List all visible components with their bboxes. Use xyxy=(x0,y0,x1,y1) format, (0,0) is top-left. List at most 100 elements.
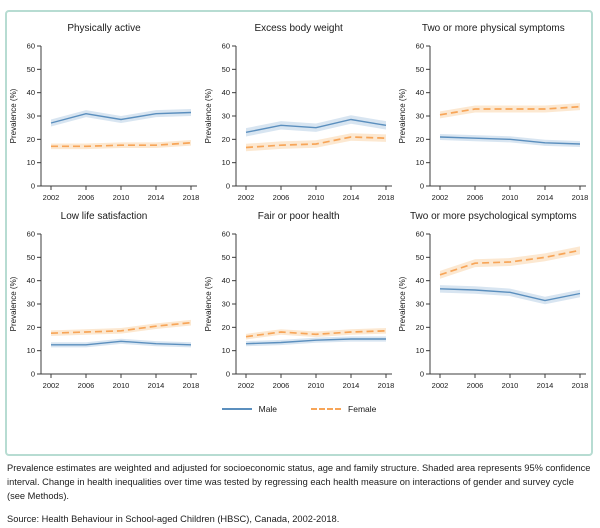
svg-text:50: 50 xyxy=(221,253,229,262)
svg-text:Prevalence (%): Prevalence (%) xyxy=(9,276,18,331)
svg-text:30: 30 xyxy=(221,300,229,309)
svg-text:20: 20 xyxy=(221,323,229,332)
svg-text:30: 30 xyxy=(416,112,424,121)
line-chart-psychological-symptoms: 0 10 20 30 40 50 60 2002 2006 2010 2014 2018 Prevale… xyxy=(398,230,588,391)
svg-text:2018: 2018 xyxy=(572,381,588,390)
svg-text:Prevalence (%): Prevalence (%) xyxy=(9,88,18,143)
svg-text:2006: 2006 xyxy=(272,193,289,202)
svg-text:10: 10 xyxy=(221,346,229,355)
panel-excess-body-weight: Excess body weight 0 10 20 30 40 50 60 2002 2006… xyxy=(202,18,396,206)
svg-text:30: 30 xyxy=(221,112,229,121)
svg-text:2014: 2014 xyxy=(537,193,554,202)
svg-text:Prevalence (%): Prevalence (%) xyxy=(204,88,213,143)
legend-label-male: Male xyxy=(258,404,278,414)
svg-text:60: 60 xyxy=(416,42,424,51)
svg-text:50: 50 xyxy=(27,65,35,74)
svg-text:10: 10 xyxy=(27,346,35,355)
svg-text:2014: 2014 xyxy=(148,381,165,390)
svg-text:40: 40 xyxy=(27,276,35,285)
svg-text:Prevalence (%): Prevalence (%) xyxy=(398,276,407,331)
svg-text:Prevalence (%): Prevalence (%) xyxy=(398,88,407,143)
svg-text:50: 50 xyxy=(27,253,35,262)
svg-text:20: 20 xyxy=(27,135,35,144)
svg-text:0: 0 xyxy=(31,370,35,379)
svg-text:2010: 2010 xyxy=(307,193,324,202)
svg-text:20: 20 xyxy=(416,135,424,144)
line-chart-low-life-satisfaction: 0 10 20 30 40 50 60 2002 2006 2010 2014 2018 Prevale… xyxy=(9,230,199,391)
svg-text:30: 30 xyxy=(27,300,35,309)
panel-title: Two or more physical symptoms xyxy=(421,23,565,34)
panel-low-life-satisfaction: Low life satisfaction 0 10 20 30 40 50 60 2002 2… xyxy=(7,206,201,394)
svg-text:2018: 2018 xyxy=(183,381,199,390)
svg-text:20: 20 xyxy=(27,323,35,332)
svg-text:2002: 2002 xyxy=(432,381,449,390)
svg-text:2002: 2002 xyxy=(432,193,449,202)
panel-physical-symptoms: Two or more physical symptoms 0 10 20 30 40 5… xyxy=(396,18,590,206)
svg-text:40: 40 xyxy=(416,88,424,97)
svg-text:0: 0 xyxy=(420,370,424,379)
svg-text:10: 10 xyxy=(416,346,424,355)
svg-text:2006: 2006 xyxy=(467,381,484,390)
svg-text:2010: 2010 xyxy=(113,193,130,202)
svg-text:2010: 2010 xyxy=(502,381,519,390)
svg-text:2002: 2002 xyxy=(237,193,254,202)
svg-text:2018: 2018 xyxy=(572,193,588,202)
svg-text:60: 60 xyxy=(221,42,229,51)
panel-grid: Physically active 0 10 20 30 40 50 60 2002 2006 2… xyxy=(7,12,591,394)
legend: Male Female xyxy=(7,404,591,414)
panel-title: Two or more psychological symptoms xyxy=(409,211,577,222)
svg-text:60: 60 xyxy=(27,42,35,51)
figure-caption: Prevalence estimates are weighted and ad… xyxy=(7,463,591,501)
svg-text:40: 40 xyxy=(27,88,35,97)
svg-text:2018: 2018 xyxy=(183,193,199,202)
svg-text:20: 20 xyxy=(416,323,424,332)
svg-text:0: 0 xyxy=(225,182,229,191)
svg-text:2014: 2014 xyxy=(342,193,359,202)
svg-text:2018: 2018 xyxy=(377,193,393,202)
svg-text:0: 0 xyxy=(420,182,424,191)
svg-text:10: 10 xyxy=(27,158,35,167)
legend-item-male: Male xyxy=(221,404,278,414)
line-chart-fair-or-poor-health: 0 10 20 30 40 50 60 2002 2006 2010 2014 2018 Prevale… xyxy=(204,230,394,391)
svg-text:50: 50 xyxy=(221,65,229,74)
svg-text:50: 50 xyxy=(416,253,424,262)
svg-text:50: 50 xyxy=(416,65,424,74)
svg-text:2018: 2018 xyxy=(377,381,393,390)
female-dashed-line-swatch xyxy=(311,408,342,410)
svg-text:2014: 2014 xyxy=(537,381,554,390)
svg-text:2002: 2002 xyxy=(43,193,60,202)
svg-text:2014: 2014 xyxy=(148,193,165,202)
svg-text:60: 60 xyxy=(27,230,35,239)
svg-text:60: 60 xyxy=(221,230,229,239)
caption-block: Prevalence estimates are weighted and ad… xyxy=(7,462,593,527)
svg-text:2006: 2006 xyxy=(272,381,289,390)
figure-source: Source: Health Behaviour in School-aged … xyxy=(7,513,340,524)
figure-frame: Physically active 0 10 20 30 40 50 60 2002 2006 2… xyxy=(5,10,593,456)
svg-text:0: 0 xyxy=(31,182,35,191)
svg-text:2006: 2006 xyxy=(467,193,484,202)
panel-physically-active: Physically active 0 10 20 30 40 50 60 2002 2006 2… xyxy=(7,18,201,206)
svg-text:2006: 2006 xyxy=(78,381,95,390)
panel-title: Physically active xyxy=(67,23,141,34)
svg-text:2006: 2006 xyxy=(78,193,95,202)
svg-text:30: 30 xyxy=(27,112,35,121)
svg-text:Prevalence (%): Prevalence (%) xyxy=(204,276,213,331)
svg-text:40: 40 xyxy=(416,276,424,285)
svg-text:40: 40 xyxy=(221,88,229,97)
svg-text:2014: 2014 xyxy=(342,381,359,390)
line-chart-excess-body-weight: 0 10 20 30 40 50 60 2002 2006 2010 2014 2018 Prevale… xyxy=(204,42,394,203)
legend-label-female: Female xyxy=(348,404,377,414)
svg-text:60: 60 xyxy=(416,230,424,239)
svg-text:2010: 2010 xyxy=(113,381,130,390)
svg-text:2010: 2010 xyxy=(502,193,519,202)
svg-text:20: 20 xyxy=(221,135,229,144)
male-solid-line-swatch xyxy=(221,408,252,410)
panel-psychological-symptoms: Two or more psychological symptoms 0 10 20… xyxy=(396,206,590,394)
svg-text:2002: 2002 xyxy=(237,381,254,390)
svg-text:10: 10 xyxy=(416,158,424,167)
legend-item-female: Female xyxy=(311,404,376,414)
svg-text:40: 40 xyxy=(221,276,229,285)
panel-fair-or-poor-health: Fair or poor health 0 10 20 30 40 50 60 2002 200… xyxy=(202,206,396,394)
panel-title: Fair or poor health xyxy=(257,211,340,222)
panel-title: Excess body weight xyxy=(254,23,343,34)
